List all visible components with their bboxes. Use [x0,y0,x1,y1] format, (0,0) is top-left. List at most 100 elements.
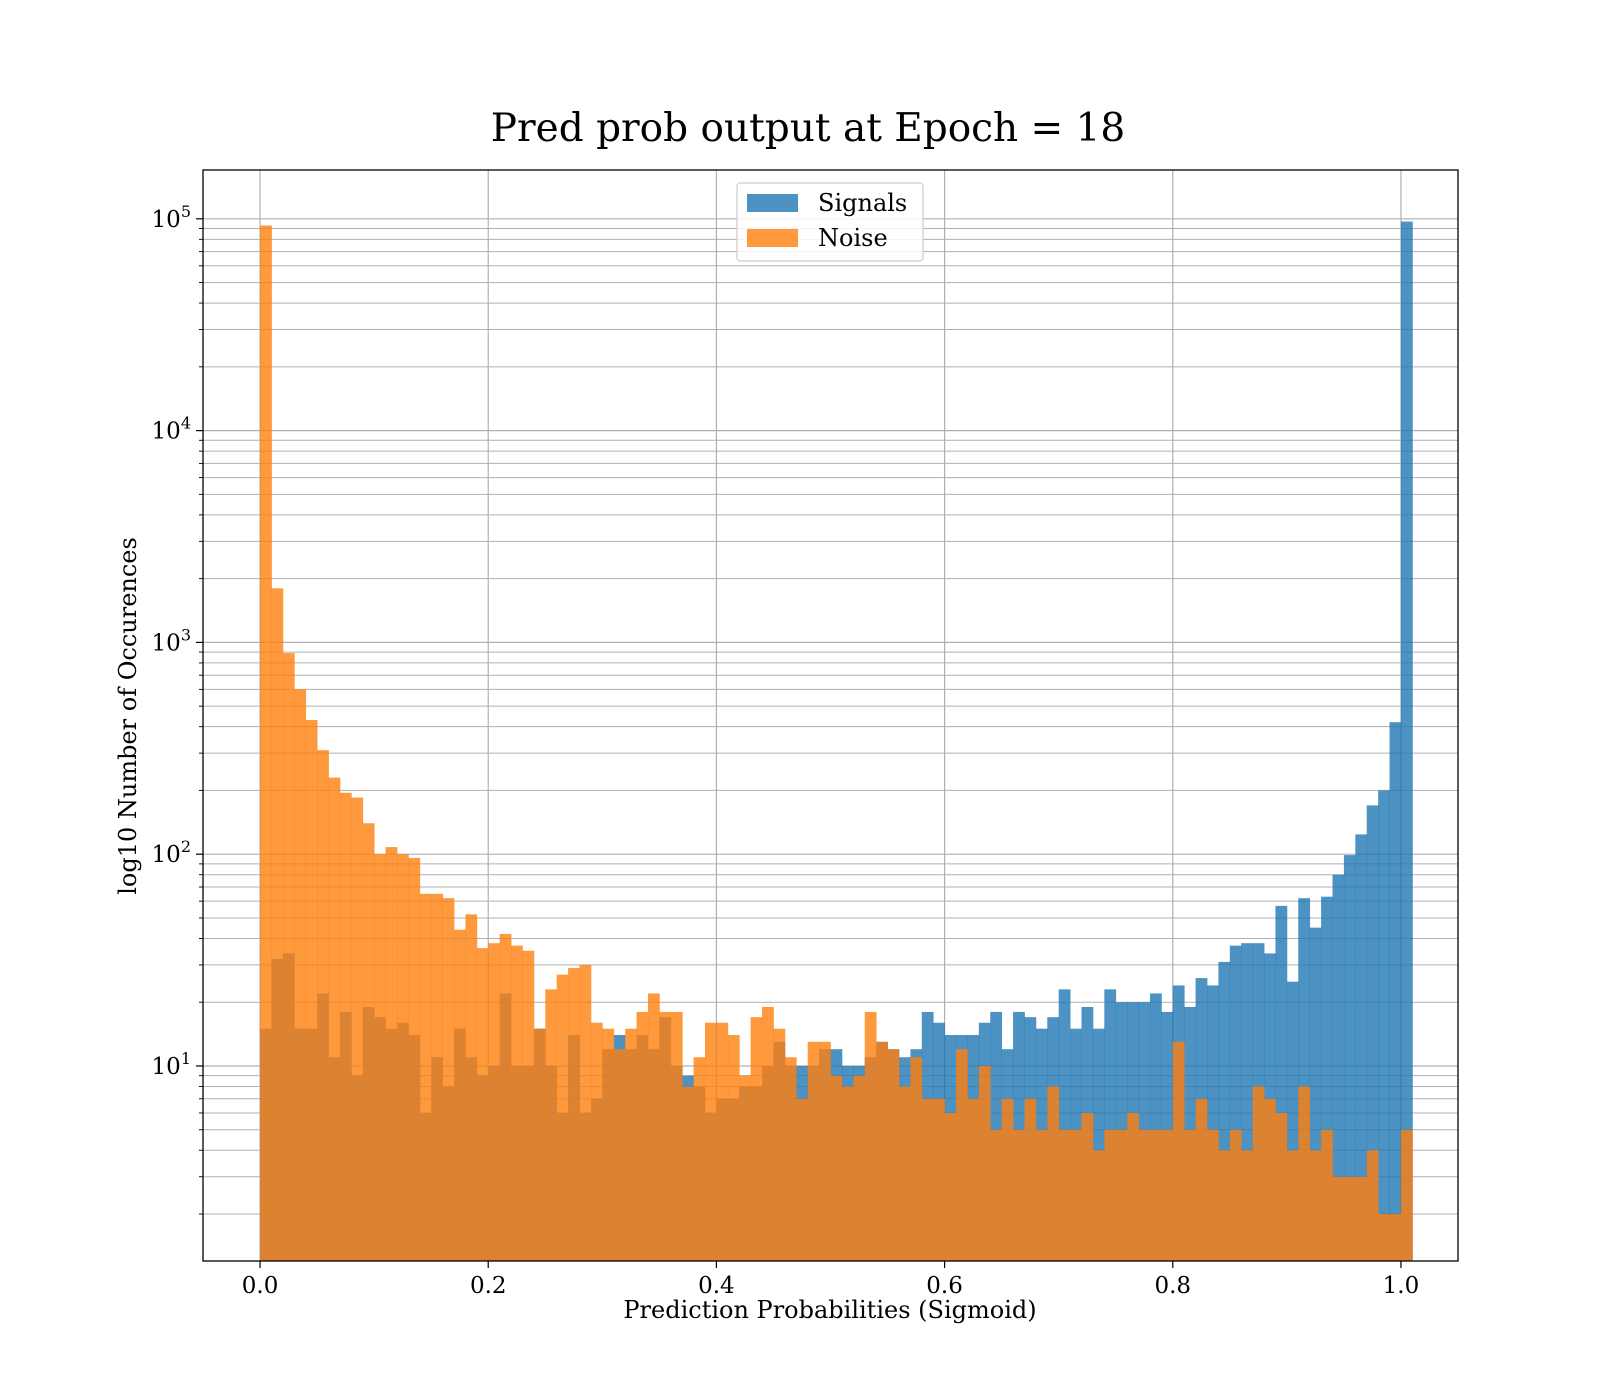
bar-noise [1378,1214,1390,1261]
bar-noise [830,1075,843,1261]
bar-signals [1092,1028,1105,1261]
bar-noise [739,1075,752,1261]
bar-noise [1070,1129,1082,1261]
bar-noise [853,1075,866,1261]
bar-noise [1035,1129,1048,1261]
bar-noise [499,933,512,1261]
bar-noise [533,1028,546,1261]
bar-noise [579,964,592,1261]
bar-noise [488,943,501,1261]
bar-signals [1309,927,1322,1261]
bar-noise [408,857,421,1261]
bar-noise [705,1022,717,1261]
bar-noise [1058,1129,1071,1261]
bar-signals [1332,874,1345,1261]
bar-noise [819,1041,831,1261]
bar-noise [305,720,318,1261]
bar-noise [773,1028,786,1261]
bar-noise [1024,1098,1037,1261]
bar-noise [1252,1086,1265,1261]
chart-title: Pred prob output at Epoch = 18 [491,106,1126,151]
bar-noise [876,1041,888,1261]
bar-noise [716,1022,729,1261]
bar-noise [1047,1086,1060,1261]
bar-noise [590,1022,603,1261]
bar-noise [1115,1129,1128,1261]
x-tick-label: 1.0 [1383,1273,1420,1299]
bar-noise [1092,1150,1105,1261]
bar-noise [396,854,409,1261]
bar-signals [1355,834,1368,1261]
bar-noise [693,1057,706,1261]
bar-signals [1275,905,1288,1261]
x-axis-ticks: 0.0 0.2 0.4 0.6 0.8 1.0 [242,1261,1419,1299]
bar-noise [1389,1214,1402,1261]
bar-noise [921,1098,934,1261]
bar-signals [1321,896,1333,1261]
bar-noise [476,948,489,1261]
bar-noise [556,974,569,1261]
bar-signals [1058,989,1071,1261]
bar-noise [442,898,455,1261]
bar-noise [271,588,284,1261]
bar-noise [602,1028,615,1261]
bar-noise [522,950,535,1261]
y-tick-label: 102 [152,837,191,868]
bar-signals [1229,945,1242,1261]
bar-noise [511,945,523,1261]
x-tick-label: 0.2 [470,1273,507,1299]
bar-noise [1127,1112,1139,1261]
bar-noise [374,854,386,1261]
legend-swatch-noise [747,229,798,247]
bar-noise [1218,1150,1231,1261]
bar-noise [967,1098,980,1261]
bar-noise [956,1049,968,1261]
bar-noise [682,1086,694,1261]
bar-signals [1343,855,1356,1261]
bar-signals [1241,943,1254,1261]
bar-noise [1184,1129,1196,1261]
bar-signals [1400,221,1413,1261]
bar-signals [1298,898,1311,1261]
bar-noise [784,1057,797,1261]
bar-noise [385,847,398,1261]
bar-noise [636,1011,649,1261]
chart-legend: Signals Noise [736,182,924,262]
bar-noise [1355,1176,1368,1261]
bar-noise [1172,1041,1185,1261]
bar-noise [1286,1150,1299,1261]
bar-noise [1298,1086,1311,1261]
bar-noise [659,1011,672,1261]
bar-noise [1309,1150,1322,1261]
bar-noise [362,823,375,1261]
bar-noise [1195,1098,1208,1261]
bar-noise [294,689,307,1261]
bar-noise [1104,1129,1117,1261]
bar-noise [1321,1129,1333,1261]
bar-signals [1104,989,1117,1261]
bar-noise [1161,1129,1174,1261]
bar-signals [1207,985,1219,1261]
bar-noise [1366,1150,1379,1261]
plot-frame [202,169,1459,1262]
bar-noise [328,777,341,1261]
bar-noise [944,1112,957,1261]
bar-noise [1241,1150,1254,1261]
bar-noise [990,1129,1003,1261]
bar-noise [762,1006,774,1261]
bar-signals [1149,993,1162,1261]
bar-noise [864,1011,877,1261]
bar-noise [1001,1098,1014,1261]
bar-noise [887,1049,900,1261]
legend-swatch-signals [747,194,798,212]
bar-noise [910,1057,923,1261]
bar-noise [568,968,580,1261]
bar-noise [339,792,352,1261]
bar-signals [1378,790,1390,1261]
bar-noise [1400,1129,1413,1261]
bar-noise [978,1065,991,1261]
bar-noise [727,1035,740,1261]
bar-noise [1013,1129,1025,1261]
bar-noise [1138,1129,1151,1261]
